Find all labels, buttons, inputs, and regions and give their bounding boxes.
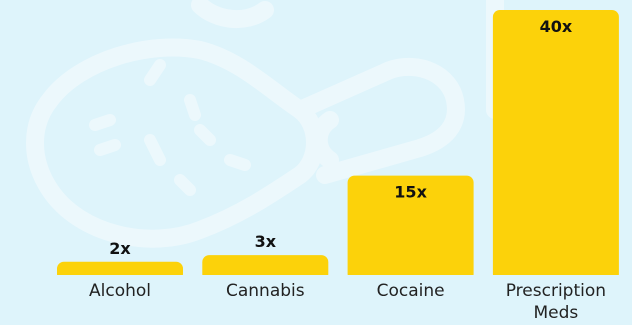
baseline-mask xyxy=(0,275,632,283)
data-label: 3x xyxy=(255,232,277,251)
category-label: Cocaine xyxy=(377,281,445,301)
bar-cannabis xyxy=(202,255,329,281)
data-label: 40x xyxy=(540,17,573,36)
bar-cocaine xyxy=(347,175,474,281)
category-label: Meds xyxy=(534,303,579,323)
data-label: 2x xyxy=(109,239,131,258)
data-label: 15x xyxy=(394,183,427,202)
category-label: Cannabis xyxy=(226,281,305,301)
category-label: Prescription xyxy=(506,281,606,301)
bar-prescription-meds xyxy=(492,10,619,281)
category-label: Alcohol xyxy=(89,281,151,301)
